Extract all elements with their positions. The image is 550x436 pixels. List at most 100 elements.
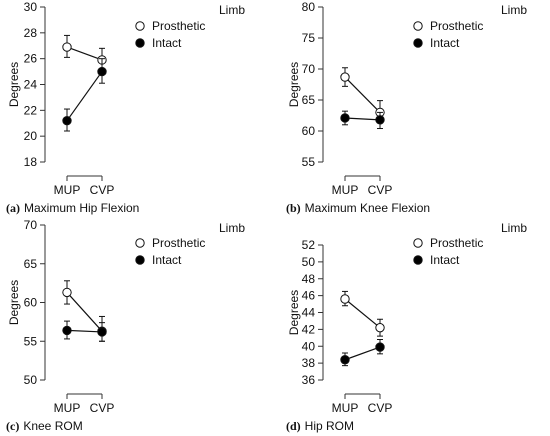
y-tick-label: 38	[302, 356, 316, 370]
y-tick-label: 22	[24, 103, 38, 117]
panel-label: (d)	[286, 419, 301, 433]
legend-marker	[413, 38, 423, 48]
series-line	[66, 71, 103, 122]
x-tick-label: CVP	[368, 401, 393, 415]
chart-panel-1: 18 20 22 24 26 28 30 Degrees MUP CVP Limb Prostheti…	[6, 0, 245, 215]
legend-label: Intact	[430, 253, 460, 267]
y-tick-label: 48	[302, 272, 316, 286]
legend: Limb Prosthetic Intact	[413, 221, 527, 267]
series-intact	[62, 320, 107, 342]
legend-marker	[135, 38, 145, 48]
series-line	[344, 346, 381, 361]
chart-panel-4: 36 38 40 42 44 46 48 50 52 Degrees MUP CVP Limb Prost…	[286, 221, 527, 433]
y-axis-label: Degrees	[7, 280, 21, 325]
y-tick-label: 70	[302, 62, 316, 76]
legend-marker	[135, 21, 145, 31]
series-prosthetic	[340, 290, 385, 337]
panel-title: Maximum Hip Flexion	[24, 201, 139, 215]
y-axis-label: Degrees	[287, 62, 301, 107]
chart-panel-2: 55 60 65 70 75 80 Degrees MUP CVP Limb Prosthetic I…	[286, 0, 527, 215]
x-tick-label: CVP	[90, 183, 115, 197]
legend-label: Intact	[430, 36, 460, 50]
legend-label: Prosthetic	[152, 236, 205, 250]
panel-title: Knee ROM	[23, 419, 82, 433]
y-tick-label: 24	[24, 78, 38, 92]
legend-marker	[413, 21, 423, 31]
legend-label: Intact	[152, 253, 182, 267]
legend-marker	[413, 255, 423, 265]
y-tick-label: 65	[24, 257, 38, 271]
panel-caption: (a) Maximum Hip Flexion	[6, 201, 139, 215]
chart-panel-3: 50 55 60 65 70 Degrees MUP CVP Limb Prosthetic Int…	[6, 218, 245, 433]
series-line	[344, 298, 381, 329]
series-line	[66, 329, 103, 333]
legend-label: Prosthetic	[430, 236, 483, 250]
legend-title: Limb	[219, 3, 245, 17]
y-tick-label: 55	[24, 334, 38, 348]
series-line	[66, 46, 103, 61]
panel-caption: (b) Maximum Knee Flexion	[286, 201, 430, 215]
series-intact	[340, 110, 385, 130]
y-tick-label: 50	[24, 373, 38, 387]
series-line	[344, 117, 381, 121]
x-tick-label: MUP	[54, 401, 81, 415]
y-tick-label: 65	[302, 93, 316, 107]
y-axis-label: Degrees	[7, 62, 21, 107]
series-intact	[62, 58, 107, 132]
data-point	[340, 72, 350, 82]
panel-label: (b)	[286, 201, 301, 215]
panel-label: (a)	[6, 201, 20, 215]
legend-marker	[135, 238, 145, 248]
y-tick-label: 46	[302, 289, 316, 303]
x-tick-label: MUP	[54, 183, 81, 197]
y-tick-label: 52	[302, 238, 316, 252]
legend-label: Intact	[152, 36, 182, 50]
y-tick-label: 60	[302, 124, 316, 138]
y-tick-label: 30	[24, 0, 38, 14]
y-tick-label: 80	[302, 0, 316, 14]
y-tick-label: 60	[24, 296, 38, 310]
y-tick-label: 40	[302, 339, 316, 353]
y-tick-label: 50	[302, 255, 316, 269]
data-point	[340, 113, 350, 123]
series-line	[66, 292, 103, 332]
y-tick-label: 70	[24, 218, 38, 232]
legend-title: Limb	[501, 221, 527, 235]
data-point	[340, 294, 350, 304]
data-point	[62, 287, 72, 298]
series-intact	[340, 339, 385, 367]
y-tick-label: 20	[24, 129, 38, 143]
series-prosthetic	[62, 34, 107, 71]
data-point	[62, 42, 72, 52]
data-point	[97, 66, 107, 77]
y-tick-label: 55	[302, 155, 316, 169]
legend-title: Limb	[219, 221, 245, 235]
legend-label: Prosthetic	[152, 19, 205, 33]
legend-marker	[135, 255, 145, 265]
data-point	[62, 115, 72, 126]
legend: Limb Prosthetic Intact	[135, 3, 245, 50]
y-tick-label: 26	[24, 52, 38, 66]
y-axis-label: Degrees	[287, 290, 301, 335]
series-line	[344, 76, 381, 113]
y-tick-label: 44	[302, 306, 316, 320]
data-point	[62, 325, 72, 336]
y-tick-label: 42	[302, 322, 316, 336]
legend-title: Limb	[501, 3, 527, 17]
panel-caption: (c) Knee ROM	[6, 419, 83, 433]
panel-caption: (d) Hip ROM	[286, 419, 354, 433]
x-tick-label: CVP	[90, 401, 115, 415]
y-tick-label: 28	[24, 26, 38, 40]
legend-marker	[413, 238, 423, 248]
panel-title: Hip ROM	[305, 419, 354, 433]
data-point	[375, 342, 385, 352]
data-point	[97, 327, 107, 337]
x-tick-label: MUP	[332, 183, 359, 197]
data-point	[340, 355, 350, 365]
legend: Limb Prosthetic Intact	[413, 3, 527, 50]
data-point	[375, 322, 385, 333]
legend-label: Prosthetic	[430, 19, 483, 33]
x-tick-label: CVP	[368, 183, 393, 197]
legend: Limb Prosthetic Intact	[135, 221, 245, 267]
